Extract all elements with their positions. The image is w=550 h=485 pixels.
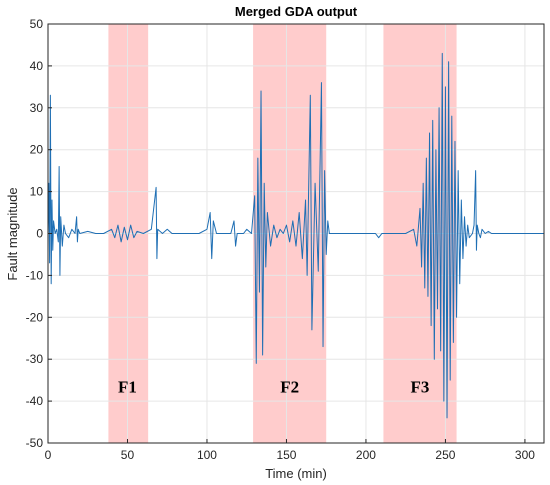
y-tick-label: 20 (30, 143, 44, 157)
y-tick-label: -20 (26, 310, 44, 324)
fault-region-labels: F1 F2 F3 (118, 378, 429, 397)
series-line (47, 52, 544, 419)
x-tick-label: 0 (45, 448, 52, 462)
x-tick-label: 250 (435, 448, 455, 462)
fault-region-label-f2: F2 (280, 378, 299, 397)
x-tick-label: 100 (197, 448, 217, 462)
y-tick-label: -10 (26, 268, 44, 282)
fault-region-label-f1: F1 (118, 378, 137, 397)
x-axis-ticks: 0 50 100 150 200 250 300 (45, 439, 535, 462)
x-tick-label: 150 (276, 448, 296, 462)
y-tick-label: -40 (26, 394, 44, 408)
y-tick-label: -50 (26, 436, 44, 450)
y-tick-label: -30 (26, 352, 44, 366)
series-layer (47, 52, 544, 419)
fault-region-label-f3: F3 (411, 378, 430, 397)
y-tick-label: 40 (30, 59, 44, 73)
y-tick-label: 10 (30, 185, 44, 199)
x-tick-label: 200 (356, 448, 376, 462)
chart-title: Merged GDA output (235, 4, 358, 19)
x-tick-label: 50 (121, 448, 135, 462)
y-tick-label: 30 (30, 101, 44, 115)
y-tick-label: 50 (30, 17, 44, 31)
x-axis-title: Time (min) (265, 466, 327, 481)
y-axis-ticks: -50 -40 -30 -20 -10 0 10 20 30 40 50 (26, 17, 52, 450)
x-tick-label: 300 (515, 448, 535, 462)
y-axis-title: Fault magnitude (5, 187, 20, 280)
y-tick-label: 0 (36, 227, 43, 241)
